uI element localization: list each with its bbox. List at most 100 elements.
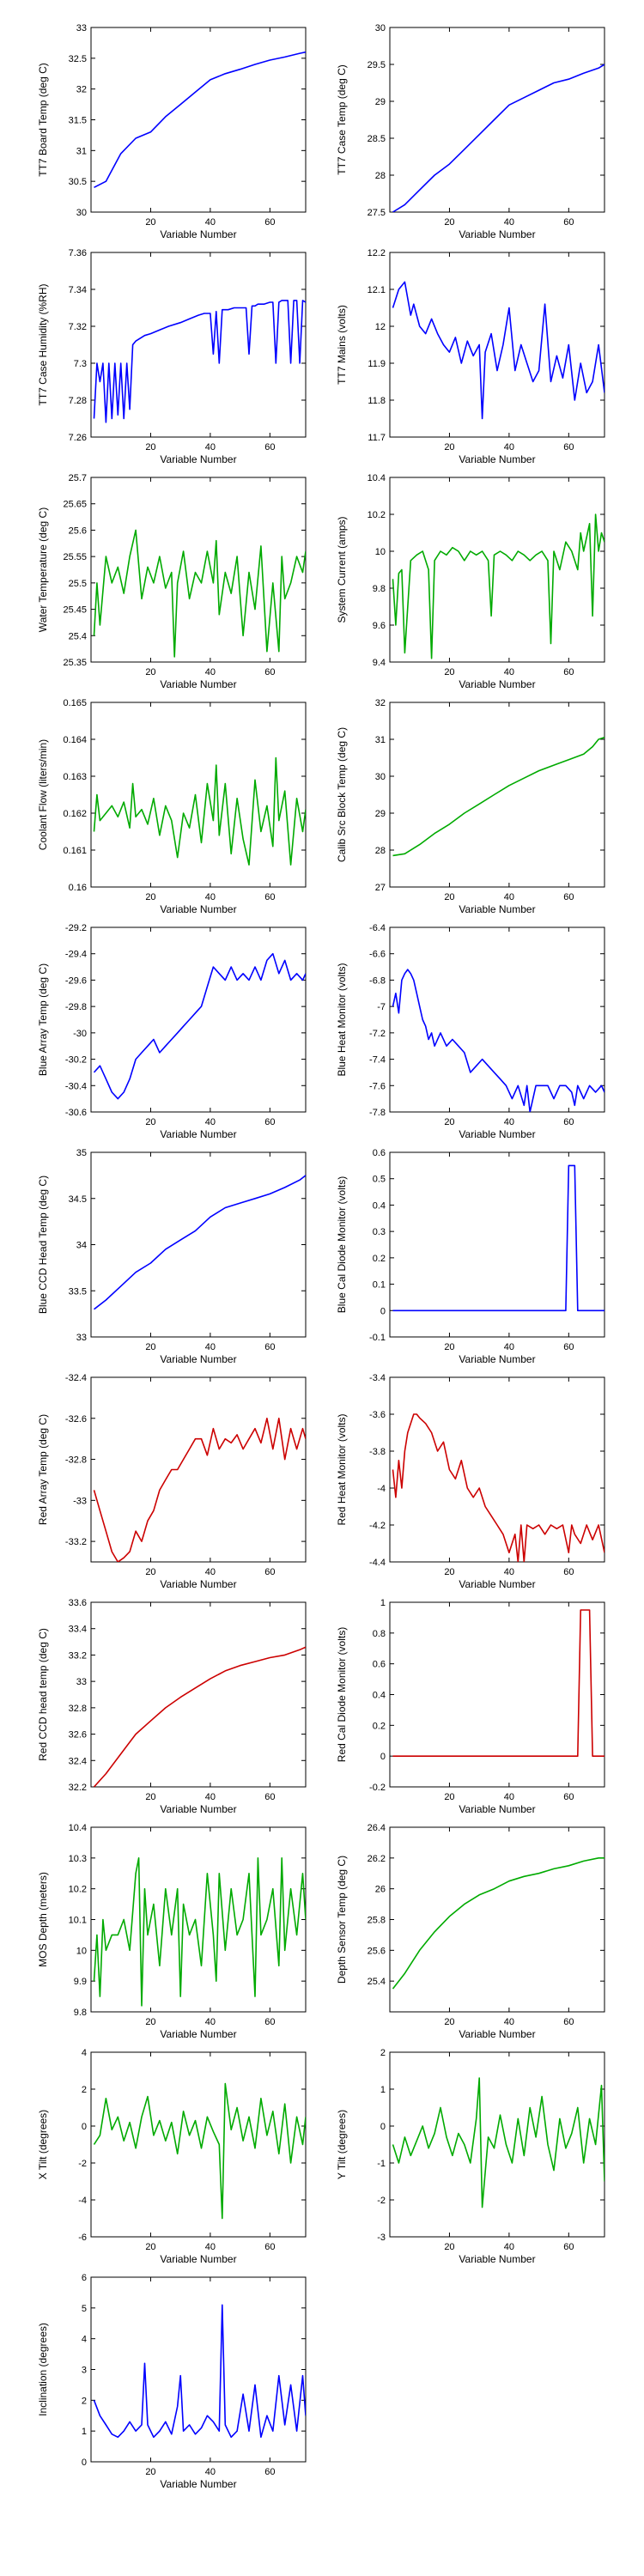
y-tick-label: 32.2	[69, 1783, 87, 1793]
chart-panel-13: -33.2 -33 -32.8 -32.6 -32.4 20 40 60 Variable Nu…	[37, 1373, 307, 1590]
chart-panel-4: 11.7 11.8 11.9 12 12.1 12.2 20 40 60 Variable Num…	[336, 248, 605, 465]
y-tick-label: 0.2	[373, 1254, 386, 1264]
plot-area	[90, 1151, 307, 1338]
y-tick-label: 3	[82, 2366, 87, 2376]
series-line	[392, 1164, 605, 1312]
y-axis-label: Blue CCD Head Temp (deg C)	[37, 1176, 49, 1314]
x-axis-label: Variable Number	[459, 1578, 535, 1590]
y-tick-label: -1	[377, 2159, 386, 2169]
y-tick-label: 11.7	[368, 433, 386, 443]
y-tick-label: 1	[380, 1598, 386, 1608]
y-axis-label: TT7 Board Temp (deg C)	[37, 63, 49, 177]
y-tick-label: -33	[73, 1496, 87, 1506]
y-tick-label: 11.8	[368, 396, 386, 406]
x-tick-label: 40	[504, 1567, 514, 1577]
y-tick-label: 27	[375, 883, 386, 893]
y-tick-label: 33.6	[69, 1598, 87, 1608]
plot-area	[90, 1376, 307, 1563]
y-tick-label: 0.1	[373, 1280, 386, 1291]
series-line	[392, 64, 605, 212]
y-tick-label: -30.6	[65, 1108, 87, 1118]
y-tick-label: 32.8	[69, 1704, 87, 1714]
x-tick-label: 20	[444, 1567, 454, 1577]
x-tick-label: 40	[504, 2017, 514, 2027]
chart-panel-12: -0.1 0 0.1 0.2 0.3 0.4 0.5 0.6 20 40 60 Variable Nu…	[336, 1148, 605, 1365]
y-tick-label: 4	[82, 2048, 87, 2058]
x-tick-label: 60	[264, 2017, 275, 2027]
plot-area	[389, 477, 605, 663]
y-tick-label: 29	[375, 97, 386, 107]
y-tick-label: 32	[76, 85, 87, 95]
x-tick-label: 60	[563, 1792, 574, 1802]
y-axis-label: TT7 Case Temp (deg C)	[336, 64, 348, 175]
series-line	[94, 1175, 306, 1310]
y-tick-label: 30	[76, 208, 87, 218]
x-tick-label: 40	[205, 667, 216, 677]
x-tick-label: 20	[145, 892, 155, 902]
x-axis-label: Variable Number	[459, 1128, 535, 1140]
chart-panel-2: 27.5 28 28.5 29 29.5 30 20 40 60 Variable Number T…	[336, 23, 605, 240]
y-tick-label: -33.2	[65, 1537, 87, 1547]
y-tick-label: 7.32	[69, 322, 87, 332]
y-tick-label: 0.4	[373, 1691, 386, 1701]
y-tick-label: -3.4	[369, 1373, 386, 1383]
series-line	[392, 1609, 605, 1757]
y-tick-label: -7	[377, 1002, 386, 1012]
y-tick-label: 9.6	[373, 621, 386, 631]
y-tick-label: 0.16	[69, 883, 87, 893]
chart-panel-8: 27 28 29 30 31 32 20 40 60 Variable Number Calib S…	[336, 698, 605, 915]
y-axis-label: Coolant Flow (liters/min)	[37, 739, 49, 850]
x-tick-label: 60	[264, 217, 275, 228]
x-tick-label: 40	[205, 2467, 216, 2477]
y-tick-label: 30.5	[69, 177, 87, 187]
y-tick-label: 25.4	[368, 1977, 386, 1987]
x-axis-label: Variable Number	[160, 1353, 236, 1365]
x-axis-label: Variable Number	[160, 1803, 236, 1815]
plot-area	[90, 927, 307, 1113]
chart-panel-16: -0.2 0 0.2 0.4 0.6 0.8 1 20 40 60 Variable Number R…	[336, 1598, 605, 1815]
y-tick-label: 0	[82, 2122, 87, 2132]
x-tick-label: 40	[205, 2242, 216, 2252]
x-tick-label: 40	[205, 1117, 216, 1127]
y-tick-label: 7.26	[69, 433, 87, 443]
chart-panel-10: -7.8 -7.6 -7.4 -7.2 -7 -6.8 -6.6 -6.4 20 40 60 Vari…	[336, 923, 605, 1140]
y-tick-label: 28.5	[368, 134, 386, 144]
y-tick-label: -7.4	[369, 1055, 386, 1066]
y-axis-label: Inclination (degrees)	[37, 2323, 49, 2416]
plot-area	[389, 702, 605, 888]
y-tick-label: 0.6	[373, 1148, 386, 1158]
plot-area	[90, 1601, 307, 1788]
y-tick-label: 26.4	[368, 1823, 386, 1833]
y-axis-label: Blue Cal Diode Monitor (volts)	[336, 1176, 348, 1313]
series-line	[93, 1418, 306, 1562]
y-tick-label: 32.6	[69, 1730, 87, 1741]
x-tick-label: 20	[145, 2467, 155, 2477]
y-tick-label: 32.5	[69, 54, 87, 64]
series-line	[93, 529, 306, 658]
y-tick-label: 0.162	[63, 809, 87, 819]
y-axis-label: Y Tilt (degrees)	[336, 2110, 348, 2179]
x-tick-label: 20	[444, 1117, 454, 1127]
x-axis-label: Variable Number	[459, 1353, 535, 1365]
y-tick-label: 9.4	[373, 658, 386, 668]
series-line	[392, 513, 605, 659]
x-tick-label: 20	[444, 2242, 454, 2252]
chart-panel-11: 33 33.5 34 34.5 35 20 40 60 Variable Number Blue …	[37, 1148, 307, 1365]
y-tick-label: 2	[380, 2048, 386, 2058]
x-tick-label: 20	[444, 1342, 454, 1352]
chart-panel-17: 9.8 9.9 10 10.1 10.2 10.3 10.4 20 40 60 Variable N…	[37, 1823, 307, 2040]
y-tick-label: 1	[380, 2085, 386, 2095]
series-line	[93, 2304, 306, 2439]
y-tick-label: 9.8	[373, 584, 386, 594]
x-tick-label: 60	[264, 442, 275, 453]
series-line	[392, 2077, 605, 2208]
y-tick-label: 11.9	[368, 359, 386, 369]
y-tick-label: 0.163	[63, 772, 87, 782]
y-tick-label: 25.7	[69, 473, 87, 483]
y-tick-label: 0	[82, 2458, 87, 2468]
y-tick-label: 0.164	[63, 735, 87, 745]
y-axis-label: Red CCD head temp (deg C)	[37, 1628, 49, 1761]
x-tick-label: 20	[145, 217, 155, 228]
plot-area	[389, 927, 605, 1113]
